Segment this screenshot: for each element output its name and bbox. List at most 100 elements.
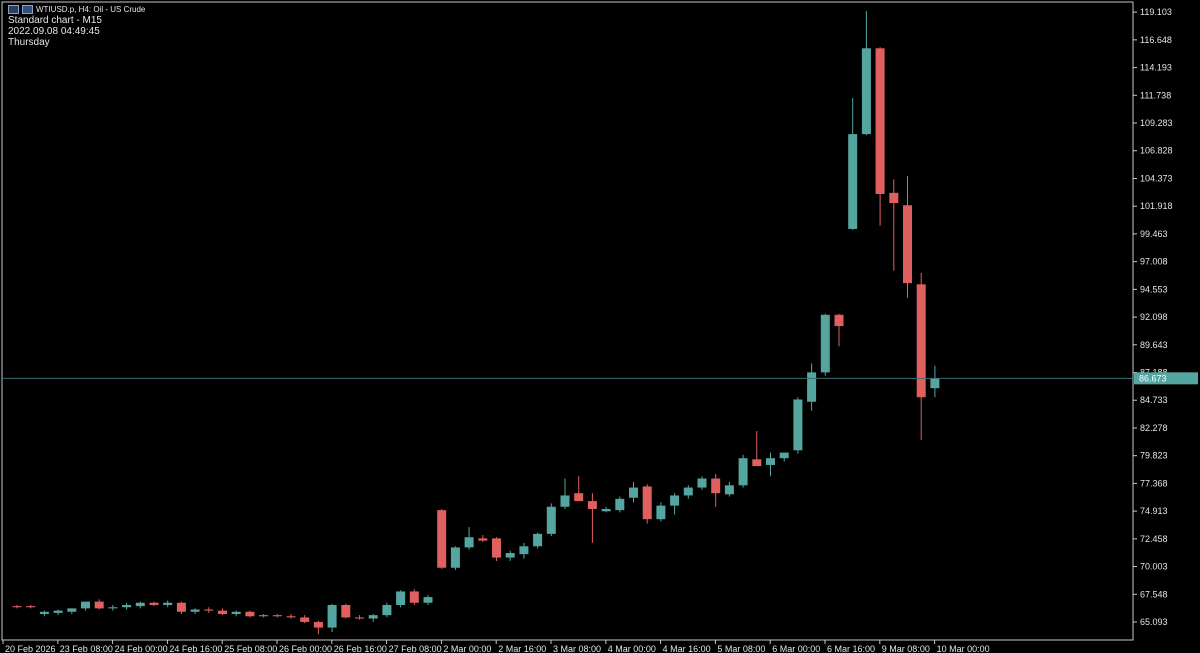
candle-bear bbox=[204, 609, 214, 611]
candle-bull bbox=[163, 602, 173, 605]
y-tick-label: 70.003 bbox=[1140, 562, 1168, 572]
y-tick-label: 109.283 bbox=[1140, 118, 1173, 128]
candle-bull bbox=[39, 611, 49, 615]
candle-bull bbox=[53, 610, 63, 613]
weekday-label: Thursday bbox=[8, 37, 50, 48]
x-tick-label: 3 Mar 08:00 bbox=[553, 644, 601, 653]
candle-bull bbox=[327, 604, 337, 628]
candle-bull bbox=[656, 505, 666, 520]
candle-bear bbox=[341, 604, 351, 618]
x-tick-label: 2 Mar 00:00 bbox=[443, 644, 491, 653]
x-tick-label: 26 Feb 16:00 bbox=[334, 644, 387, 653]
candle-bear bbox=[889, 192, 899, 203]
server-datetime: 2022.09.08 04:49:45 bbox=[8, 26, 100, 37]
candle-bear bbox=[478, 538, 488, 541]
x-tick-label: 9 Mar 08:00 bbox=[882, 644, 930, 653]
y-tick-label: 106.828 bbox=[1140, 146, 1173, 156]
candle-bear bbox=[642, 486, 652, 520]
candle-bear bbox=[711, 478, 721, 494]
candle-bull bbox=[560, 495, 570, 507]
y-tick-label: 94.553 bbox=[1140, 284, 1168, 294]
candle-bull bbox=[450, 547, 460, 568]
candle-bull bbox=[67, 608, 77, 612]
candle-bear bbox=[12, 606, 22, 608]
y-tick-label: 114.193 bbox=[1140, 63, 1172, 73]
symbol-row: WTIUSD.p, H4: Oil - US Crude bbox=[8, 4, 145, 15]
candle-bull bbox=[122, 604, 132, 608]
y-tick-label: 92.098 bbox=[1140, 312, 1168, 322]
y-tick-label: 82.278 bbox=[1140, 423, 1168, 433]
candle-bear bbox=[313, 621, 323, 628]
y-tick-label: 65.093 bbox=[1140, 617, 1168, 627]
candle-bear bbox=[916, 284, 926, 398]
candle-bull bbox=[779, 452, 789, 459]
candle-bear bbox=[834, 314, 844, 327]
x-tick-label: 5 Mar 08:00 bbox=[717, 644, 765, 653]
y-tick-label: 67.548 bbox=[1140, 589, 1168, 599]
x-tick-label: 26 Feb 00:00 bbox=[279, 644, 332, 653]
x-tick-label: 27 Feb 08:00 bbox=[389, 644, 442, 653]
candle-bull bbox=[930, 378, 940, 389]
candle-bull bbox=[793, 399, 803, 451]
current-price-label: 86.673 bbox=[1139, 373, 1167, 383]
candle-bear bbox=[149, 602, 159, 605]
candle-bear bbox=[245, 611, 255, 617]
candle-bear bbox=[437, 510, 447, 568]
x-tick-label: 24 Feb 16:00 bbox=[169, 644, 222, 653]
candle-bull bbox=[670, 495, 680, 506]
y-tick-label: 119.103 bbox=[1140, 7, 1172, 17]
candle-bull bbox=[505, 553, 515, 558]
chart-header: WTIUSD.p, H4: Oil - US Crude Standard ch… bbox=[8, 4, 145, 48]
candle-bull bbox=[382, 604, 392, 616]
y-tick-label: 116.648 bbox=[1140, 35, 1172, 45]
x-tick-label: 6 Mar 00:00 bbox=[772, 644, 820, 653]
y-tick-label: 111.738 bbox=[1140, 90, 1171, 100]
candle-bear bbox=[94, 601, 104, 609]
candle-bull bbox=[629, 487, 638, 498]
candle-bear bbox=[218, 610, 227, 615]
candle-bull bbox=[108, 607, 118, 609]
candle-bear bbox=[409, 591, 419, 603]
x-tick-label: 25 Feb 08:00 bbox=[224, 644, 277, 653]
y-tick-label: 84.733 bbox=[1140, 395, 1168, 405]
candle-bull bbox=[368, 615, 378, 619]
candle-bull bbox=[615, 498, 625, 511]
candle-bull bbox=[697, 478, 707, 488]
candle-bull bbox=[533, 533, 543, 547]
candle-bear bbox=[272, 615, 282, 617]
current-price-tag bbox=[1134, 372, 1198, 385]
candle-bull bbox=[683, 487, 693, 496]
x-tick-label: 6 Mar 16:00 bbox=[827, 644, 875, 653]
symbol-line: WTIUSD.p, H4: Oil - US Crude bbox=[36, 5, 146, 14]
candle-bull bbox=[81, 601, 90, 609]
candle-bull bbox=[190, 609, 200, 612]
chart-type-icon[interactable] bbox=[22, 5, 33, 14]
x-tick-label: 4 Mar 16:00 bbox=[663, 644, 711, 653]
y-tick-label: 101.918 bbox=[1140, 201, 1173, 211]
candle-bull bbox=[766, 458, 775, 465]
candle-bull bbox=[724, 485, 734, 495]
candle-bear bbox=[492, 538, 501, 558]
candle-bull bbox=[738, 458, 748, 486]
candle-bull bbox=[848, 134, 858, 229]
chart-window-icon[interactable] bbox=[8, 5, 19, 14]
y-tick-label: 79.823 bbox=[1140, 451, 1168, 461]
candle-bear bbox=[286, 616, 296, 618]
candle-bear bbox=[26, 606, 36, 608]
candle-bull bbox=[259, 615, 269, 617]
x-tick-label: 24 Feb 00:00 bbox=[115, 644, 168, 653]
y-tick-label: 89.643 bbox=[1140, 340, 1168, 350]
candle-bull bbox=[601, 509, 611, 512]
candle-bear bbox=[176, 602, 186, 612]
candle-bear bbox=[300, 617, 310, 622]
candle-bear bbox=[875, 48, 885, 194]
y-tick-label: 77.368 bbox=[1140, 478, 1168, 488]
y-tick-label: 72.458 bbox=[1140, 534, 1168, 544]
y-tick-label: 74.913 bbox=[1140, 506, 1168, 516]
candle-bull bbox=[519, 546, 529, 555]
x-tick-label: 10 Mar 00:00 bbox=[937, 644, 990, 653]
candle-bull bbox=[423, 597, 433, 603]
y-tick-label: 99.463 bbox=[1140, 229, 1168, 239]
